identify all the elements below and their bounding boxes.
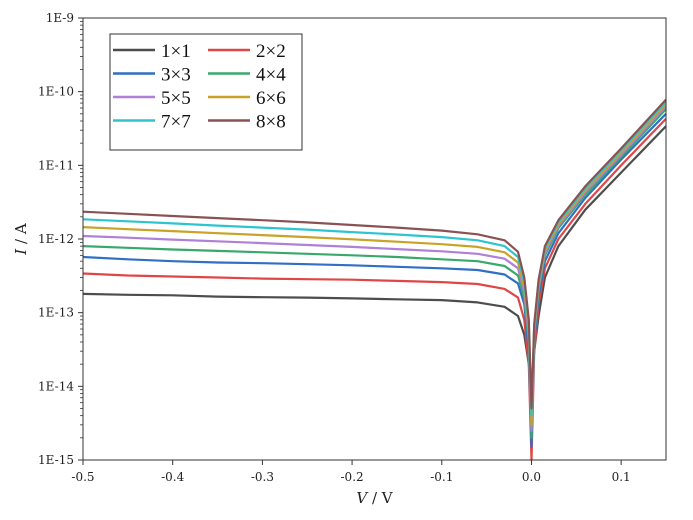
y-tick-label: 1E-11 [38, 158, 74, 172]
x-tick-label: -0.3 [251, 470, 274, 484]
y-axis-unit: A [12, 223, 30, 235]
x-axis-sep: / [367, 489, 382, 507]
series-line-6 [82, 103, 667, 426]
legend-label: 6×6 [256, 88, 286, 109]
x-axis-unit: V [381, 489, 394, 507]
y-axis-label: I / A [12, 223, 30, 256]
x-tick-label: -0.2 [341, 470, 364, 484]
y-axis-var: I [12, 248, 30, 256]
legend-label: 5×5 [161, 88, 191, 109]
series-line-4 [82, 108, 667, 439]
y-tick-label: 1E-13 [38, 306, 74, 320]
legend-label: 4×4 [256, 65, 286, 86]
x-axis-label: V / V [356, 489, 393, 507]
y-axis-ticks: 1E-15 1E-14 1E-13 1E-12 1E-11 1E-10 1E-9 [38, 11, 83, 467]
x-tick-label: 0.0 [522, 470, 541, 484]
legend-label: 3×3 [161, 65, 191, 86]
legend-box [109, 33, 303, 151]
series-line-1 [82, 125, 667, 391]
legend-label: 8×8 [256, 112, 286, 133]
legend: 1×1 2×2 3×3 4×4 5×5 6×6 7×7 8×8 [109, 33, 303, 151]
x-tick-label: 0.1 [612, 470, 631, 484]
series-line-3 [82, 113, 667, 449]
y-tick-label: 1E-15 [38, 453, 74, 467]
series-line-2 [82, 117, 667, 462]
x-axis-var: V [356, 489, 369, 507]
y-tick-label: 1E-14 [38, 379, 74, 393]
x-tick-label: -0.1 [430, 470, 453, 484]
series-line-5 [82, 105, 667, 432]
legend-label: 1×1 [161, 41, 191, 62]
y-tick-label: 1E-9 [46, 11, 74, 25]
x-tick-label: -0.5 [71, 470, 94, 484]
series-layer [82, 98, 667, 462]
y-tick-label: 1E-10 [38, 85, 74, 99]
y-axis-sep: / [12, 234, 30, 249]
y-tick-label: 1E-12 [38, 232, 74, 246]
legend-items: 1×1 2×2 3×3 4×4 5×5 6×6 7×7 8×8 [113, 41, 286, 133]
legend-label: 2×2 [256, 41, 286, 62]
series-line-8 [82, 98, 667, 410]
x-axis-ticks: -0.5 -0.4 -0.3 -0.2 -0.1 0.0 0.1 [71, 460, 631, 484]
legend-label: 7×7 [161, 112, 191, 133]
x-tick-label: -0.4 [161, 470, 185, 484]
